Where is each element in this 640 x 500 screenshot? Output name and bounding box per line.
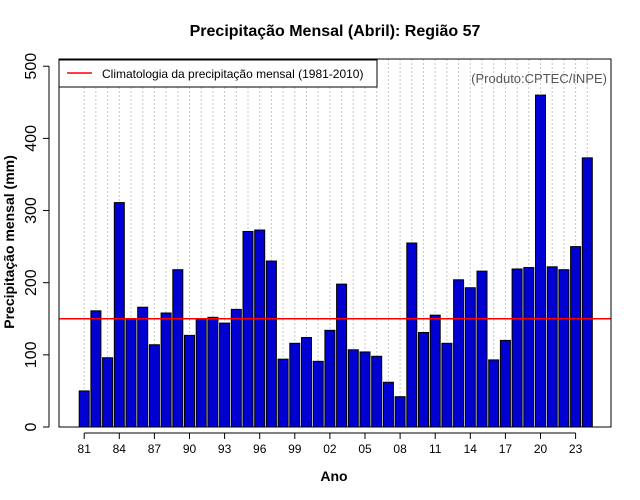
bar-2014 xyxy=(464,287,476,428)
bar-2003 xyxy=(336,283,348,428)
legend-label: Climatologia da precipitação mensal (198… xyxy=(102,67,363,81)
bar-2019 xyxy=(523,267,535,428)
x-tick-label: 20 xyxy=(534,442,548,456)
bar-1991 xyxy=(195,318,207,428)
bar-2004 xyxy=(347,349,359,428)
x-tick-label: 11 xyxy=(429,442,442,456)
bar-2021 xyxy=(546,266,558,428)
bar-1987 xyxy=(148,344,160,428)
bar-1982 xyxy=(90,310,102,428)
bar-2023 xyxy=(570,246,582,428)
bar-1992 xyxy=(207,316,219,428)
bar-1985 xyxy=(125,318,137,428)
y-tick-label: 200 xyxy=(23,269,40,296)
bar-2020 xyxy=(535,94,546,428)
y-tick-label: 0 xyxy=(23,422,40,431)
bar-2018 xyxy=(511,268,523,428)
bar-1981 xyxy=(78,390,90,428)
x-tick-label: 84 xyxy=(113,442,127,456)
bar-2008 xyxy=(394,396,406,428)
bar-2007 xyxy=(382,381,394,428)
x-axis: 81 84 87 90 93 96 99 02 05 08 11 14 17 20 23 xyxy=(78,432,583,456)
x-tick-label: 93 xyxy=(218,442,232,456)
bar-1998 xyxy=(277,358,289,428)
bar-1996 xyxy=(254,229,266,428)
bar-2015 xyxy=(476,270,488,428)
bar-2012 xyxy=(441,342,453,428)
x-tick-label: 87 xyxy=(148,442,162,456)
bar-2005 xyxy=(359,351,371,428)
credit-text: (Produto:CPTEC/INPE) xyxy=(471,71,607,86)
x-tick-label: 14 xyxy=(464,442,478,456)
bar-2010 xyxy=(418,331,429,428)
x-tick-label: 17 xyxy=(499,442,513,456)
bar-1995 xyxy=(242,230,254,428)
bars xyxy=(78,94,593,428)
bar-2006 xyxy=(371,355,383,428)
y-axis-label: Precipitação mensal (mm) xyxy=(1,155,17,329)
bar-1997 xyxy=(265,260,277,428)
bar-1990 xyxy=(184,334,195,428)
x-tick-label: 81 xyxy=(78,442,92,456)
legend-box xyxy=(58,59,378,88)
bar-2000 xyxy=(301,337,312,428)
legend: Climatologia da precipitação mensal (198… xyxy=(58,59,378,88)
bar-2001 xyxy=(312,360,324,428)
bar-2017 xyxy=(499,339,511,428)
bar-2016 xyxy=(488,359,500,428)
grid-lines xyxy=(83,59,588,427)
plot-frame xyxy=(58,58,612,428)
bar-1984 xyxy=(113,202,125,428)
chart-title: Precipitação Mensal (Abril): Região 57 xyxy=(190,23,481,40)
x-axis-label: Ano xyxy=(320,468,347,484)
y-tick-label: 400 xyxy=(23,125,40,152)
bar-1999 xyxy=(289,342,301,428)
x-tick-label: 99 xyxy=(288,442,302,456)
x-tick-label: 23 xyxy=(569,442,583,456)
bar-1989 xyxy=(172,269,184,428)
x-tick-label: 02 xyxy=(323,442,337,456)
y-axis: 0 100 200 300 400 500 xyxy=(23,53,50,431)
x-tick-label: 05 xyxy=(358,442,372,456)
bar-2013 xyxy=(453,279,465,428)
bar-1994 xyxy=(230,308,242,428)
bar-2002 xyxy=(324,329,336,428)
y-tick-label: 300 xyxy=(23,197,40,224)
bar-2024 xyxy=(581,157,593,428)
bar-1986 xyxy=(137,306,149,428)
x-tick-label: 96 xyxy=(253,442,267,456)
bar-1983 xyxy=(102,357,114,428)
bar-2009 xyxy=(406,242,418,428)
y-tick-label: 500 xyxy=(23,53,40,80)
bar-1988 xyxy=(160,312,172,428)
bar-2022 xyxy=(558,269,570,428)
x-tick-label: 08 xyxy=(393,442,407,456)
y-tick-label: 100 xyxy=(23,341,40,368)
x-tick-label: 90 xyxy=(183,442,197,456)
bar-2011 xyxy=(429,314,441,428)
bar-1993 xyxy=(219,322,231,428)
